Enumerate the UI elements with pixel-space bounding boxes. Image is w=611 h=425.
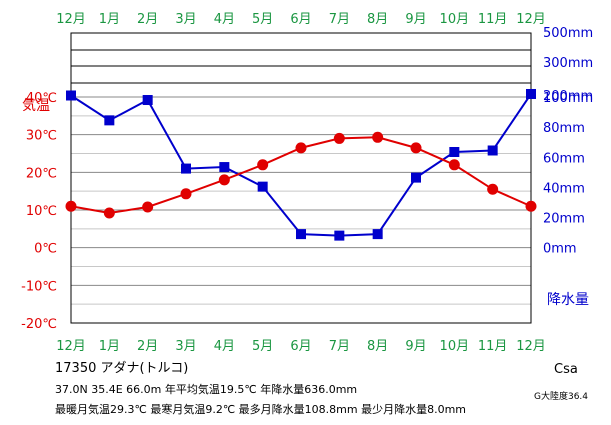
- month-label-bottom: 8月: [367, 339, 388, 354]
- month-label-top: 8月: [367, 12, 388, 27]
- precipitation-tick-label: 60mm: [543, 151, 585, 166]
- temperature-point: [525, 200, 537, 212]
- precipitation-point: [296, 229, 306, 240]
- precipitation-series: [66, 88, 536, 241]
- temperature-point: [180, 188, 192, 200]
- precipitation-point: [181, 163, 191, 174]
- precipitation-point: [219, 162, 230, 173]
- climate-classification: Csa: [554, 362, 578, 377]
- precipitation-tick-label: 100mm: [543, 91, 593, 106]
- station-summary-line-2: 最暖月気温29.3℃ 最寒月気温9.2℃ 最多月降水量108.8mm 最少月降水…: [55, 403, 467, 416]
- temperature-axis-title: 気温: [22, 98, 50, 114]
- precipitation-tick-label: 80mm: [543, 121, 585, 136]
- month-label-bottom: 4月: [214, 339, 235, 354]
- precipitation-point: [449, 146, 460, 157]
- temperature-tick-label: -10℃: [21, 279, 57, 294]
- temperature-point: [218, 174, 230, 186]
- temperature-point: [487, 183, 499, 195]
- month-label-top: 9月: [405, 12, 426, 27]
- temperature-point: [295, 142, 307, 154]
- temperature-tick-labels: 40℃ 30℃ 20℃ 10℃ 0℃ -10℃ -20℃: [21, 91, 57, 332]
- plot-frame: [70, 32, 532, 324]
- temperature-series: [65, 131, 537, 219]
- precipitation-tick-label: 500mm: [543, 26, 593, 41]
- grid: [71, 32, 531, 324]
- month-label-bottom: 6月: [290, 339, 311, 354]
- month-label-top: 1月: [99, 12, 120, 27]
- month-label-bottom: 9月: [405, 339, 426, 354]
- precipitation-axis-title: 降水量: [547, 292, 589, 308]
- temperature-point: [410, 142, 422, 154]
- temperature-point: [333, 132, 345, 144]
- bottom-month-labels: 12月 1月 2月 3月 4月 5月 6月 7月 8月 9月 10月 11月 12月: [56, 339, 546, 354]
- month-label-bottom: 12月: [56, 339, 86, 354]
- temperature-tick-label: 30℃: [26, 129, 57, 144]
- precipitation-tick-label: 20mm: [543, 212, 585, 227]
- temperature-tick-label: 10℃: [26, 204, 57, 219]
- temperature-point: [142, 201, 154, 213]
- precipitation-tick-label: 300mm: [543, 56, 593, 71]
- precipitation-point: [104, 115, 115, 126]
- continentality-index: G大陸度36.4: [534, 392, 589, 402]
- precipitation-tick-label: 200mm: [543, 89, 593, 104]
- month-label-top: 6月: [290, 12, 311, 27]
- month-label-bottom: 12月: [516, 339, 546, 354]
- station-name: 17350 アダナ(トルコ): [55, 361, 189, 376]
- month-label-bottom: 2月: [137, 339, 158, 354]
- month-label-bottom: 7月: [329, 339, 350, 354]
- top-month-labels: 12月 1月 2月 3月 4月 5月 6月 7月 8月 9月 10月 11月 12月: [56, 12, 546, 27]
- month-label-top: 3月: [175, 12, 196, 27]
- temperature-point: [257, 159, 269, 171]
- precipitation-point: [487, 145, 498, 156]
- precipitation-point: [526, 88, 536, 99]
- month-label-top: 4月: [214, 12, 235, 27]
- month-label-top: 10月: [440, 12, 470, 27]
- month-label-bottom: 11月: [478, 339, 508, 354]
- month-label-bottom: 1月: [99, 339, 120, 354]
- month-label-bottom: 3月: [175, 339, 196, 354]
- temperature-point: [372, 131, 384, 143]
- precipitation-point: [334, 230, 345, 241]
- temperature-tick-label: 20℃: [26, 166, 57, 181]
- month-label-top: 5月: [252, 12, 273, 27]
- precipitation-point: [142, 95, 153, 106]
- month-label-top: 7月: [329, 12, 350, 27]
- temperature-point: [103, 207, 115, 219]
- precipitation-point: [411, 172, 421, 183]
- precipitation-point: [372, 229, 383, 240]
- station-summary-line-1: 37.0N 35.4E 66.0m 年平均気温19.5℃ 年降水量636.0mm: [55, 383, 358, 396]
- temperature-point: [65, 200, 77, 212]
- precipitation-point: [257, 181, 268, 192]
- precipitation-tick-label: 0mm: [543, 242, 577, 257]
- month-label-top: 2月: [137, 12, 158, 27]
- month-label-bottom: 5月: [252, 339, 273, 354]
- month-label-top: 11月: [478, 12, 508, 27]
- temperature-tick-label: -20℃: [21, 317, 57, 332]
- precipitation-line: [70, 93, 532, 237]
- month-label-bottom: 10月: [440, 339, 470, 354]
- month-label-top: 12月: [516, 12, 546, 27]
- temperature-tick-label: 40℃: [26, 91, 57, 106]
- temperature-point: [448, 159, 460, 171]
- precipitation-tick-label: 40mm: [543, 181, 585, 196]
- month-label-top: 12月: [56, 12, 86, 27]
- temperature-tick-label: 0℃: [34, 242, 57, 257]
- precipitation-point: [66, 90, 76, 101]
